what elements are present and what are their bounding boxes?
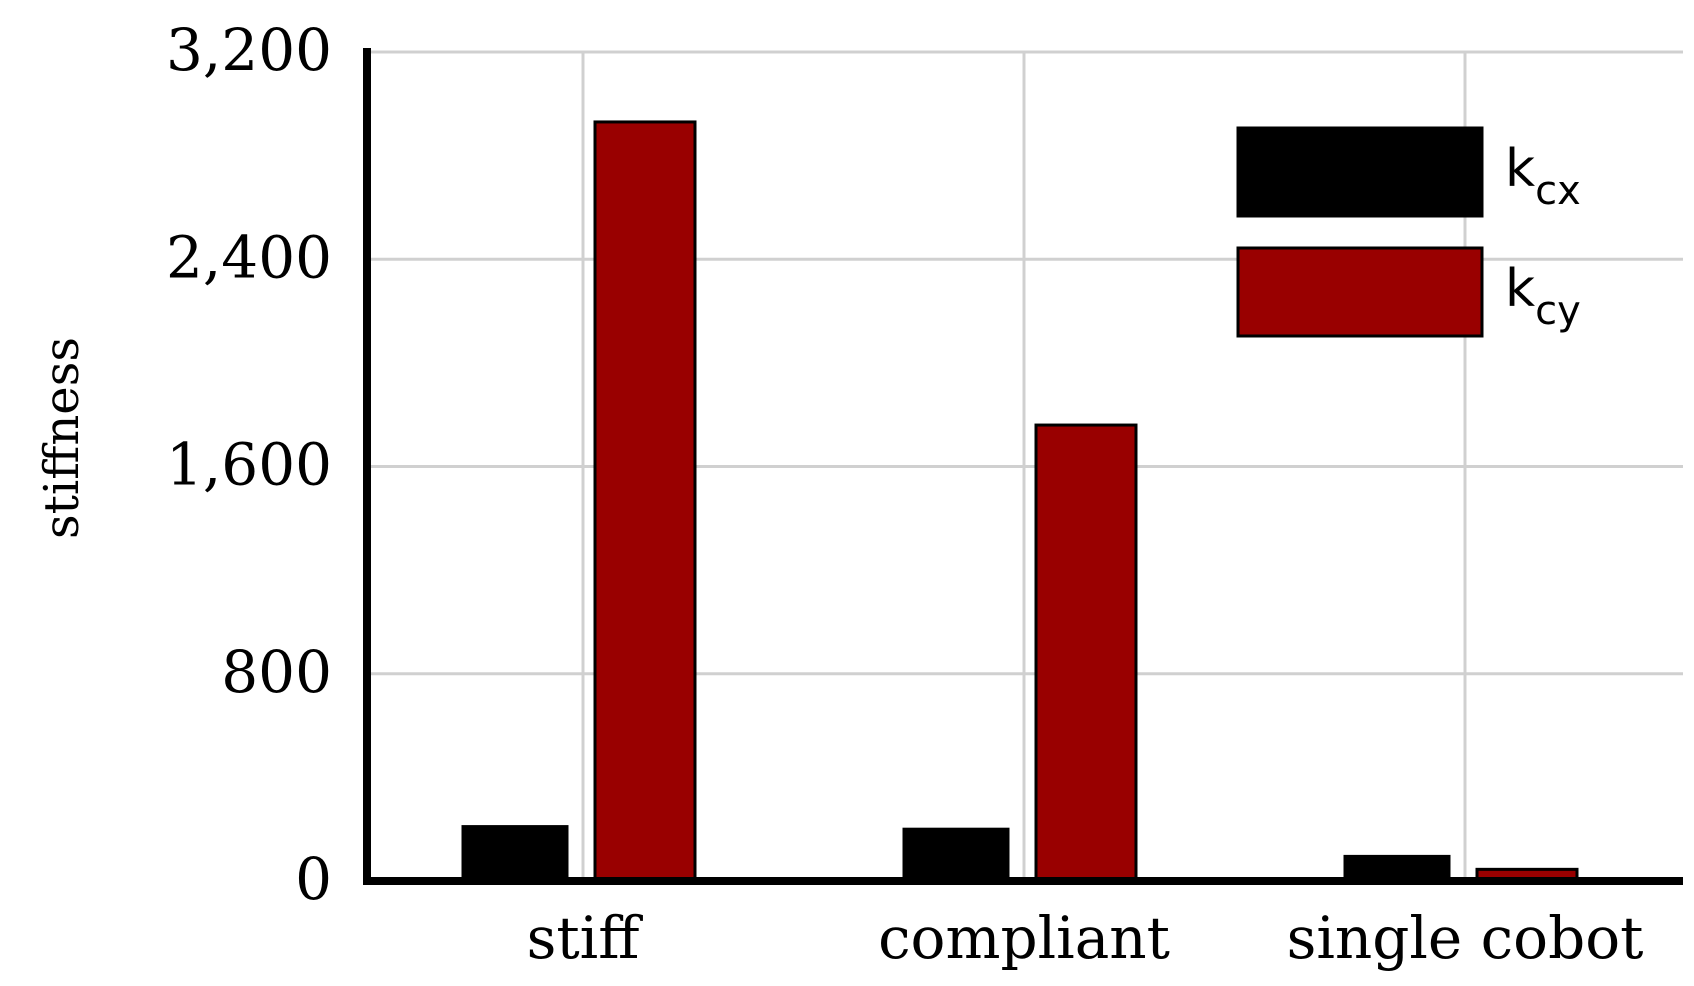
y-tick-labels: 0 800 1,600 2,400 3,200	[166, 16, 332, 913]
axes	[363, 48, 1683, 885]
legend-swatch-kcx	[1236, 126, 1484, 218]
bar-kcx-stiff	[461, 825, 569, 883]
x-tick-labels: stiff compliant single cobot	[527, 904, 1644, 972]
legend: kcx kcy	[1236, 126, 1581, 338]
x-tick-label: single cobot	[1287, 904, 1644, 972]
bar-kcy-stiff	[593, 120, 697, 883]
y-axis-label: stiffness	[34, 337, 90, 539]
grid-lines	[367, 50, 1683, 881]
y-tick-label: 1,600	[166, 431, 332, 499]
x-tick-label: stiff	[527, 904, 644, 972]
legend-swatch-kcy	[1236, 246, 1484, 338]
x-tick-label: compliant	[878, 904, 1170, 972]
bars	[461, 120, 1579, 883]
legend-label-kcy: kcy	[1505, 259, 1581, 334]
y-tick-label: 3,200	[166, 16, 332, 84]
bar-kcy-compliant	[1034, 423, 1138, 883]
y-tick-label: 2,400	[166, 223, 332, 291]
y-tick-label: 0	[295, 845, 332, 913]
bar-kcx-compliant	[902, 827, 1010, 883]
legend-label-kcx: kcx	[1505, 139, 1581, 214]
y-tick-label: 800	[221, 638, 332, 706]
